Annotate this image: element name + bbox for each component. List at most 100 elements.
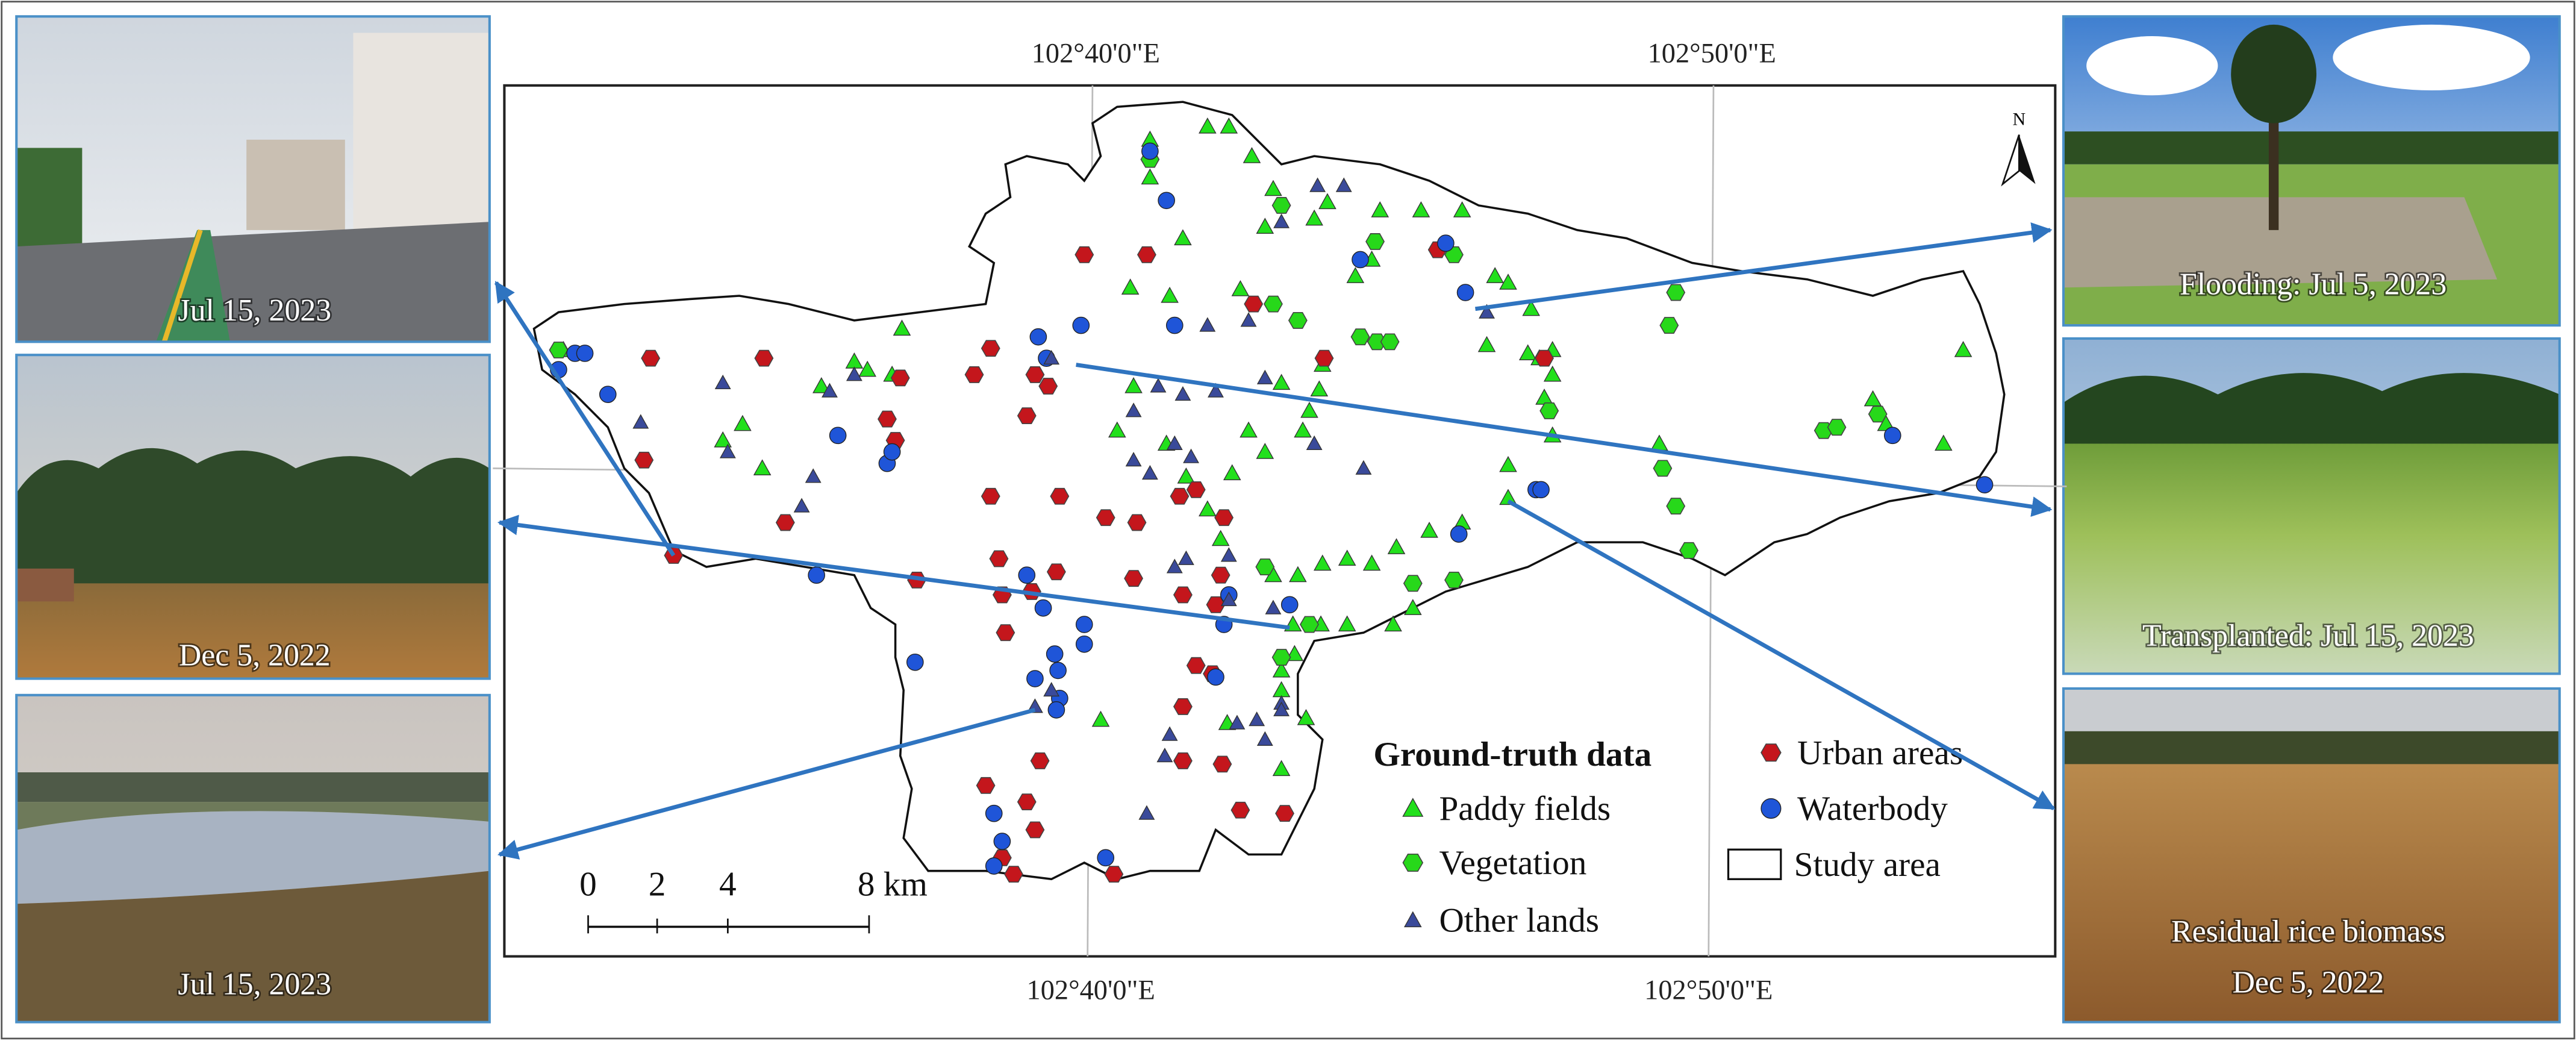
study-area-swatch: [1727, 848, 1782, 880]
hexagon-marker: [1827, 419, 1847, 436]
triangle-marker: [1318, 193, 1336, 210]
photo-caption: Dec 5, 2022: [2232, 966, 2384, 1000]
triangle-marker: [1125, 402, 1142, 417]
hexagon-marker: [1124, 570, 1144, 587]
circle-marker: [1034, 599, 1052, 617]
triangle-marker: [1384, 615, 1402, 632]
triangle-marker: [1499, 455, 1517, 472]
circle-marker: [1029, 328, 1047, 346]
triangle-marker: [893, 319, 911, 336]
circle-marker: [1883, 427, 1901, 445]
hexagon-marker: [1314, 349, 1334, 367]
photo-caption: Jul 15, 2023: [178, 967, 331, 1001]
circle-marker: [1072, 316, 1090, 334]
triangle-marker: [1161, 726, 1178, 741]
hexagon-marker: [549, 342, 569, 358]
circle-marker: [599, 386, 617, 403]
triangle-marker: [1174, 229, 1192, 246]
triangle-marker: [858, 360, 877, 377]
hexagon-marker: [1211, 566, 1230, 584]
triangle-marker: [1231, 280, 1250, 296]
hexagon-marker: [1535, 349, 1554, 367]
triangle-marker: [1121, 278, 1140, 295]
hexagon-marker: [1365, 233, 1385, 250]
triangle-marker: [1243, 147, 1261, 163]
hexagon-marker: [996, 624, 1015, 642]
triangle-marker: [714, 374, 731, 390]
triangle-marker: [1305, 209, 1323, 226]
triangle-marker: [1387, 538, 1406, 554]
hexagon-marker: [1173, 586, 1193, 604]
hexagon-marker: [877, 410, 897, 428]
circle-marker: [1437, 234, 1455, 252]
coord-label: 102°50'0"E: [1648, 39, 1776, 69]
photo-street: [15, 15, 491, 343]
hexagon-marker: [1025, 821, 1045, 839]
triangle-marker: [1256, 731, 1273, 746]
hexagon-marker: [1017, 793, 1037, 811]
triangle-marker: [1220, 591, 1237, 607]
hexagon-marker: [1255, 558, 1275, 575]
triangle-marker: [1138, 805, 1155, 820]
hexagon-marker: [1350, 328, 1370, 346]
photo-caption: Residual rice biomass: [2171, 914, 2445, 949]
photo-caption: Flooding: Jul 5, 2023: [2180, 267, 2447, 301]
circle-marker: [808, 566, 825, 584]
circle-marker: [1075, 616, 1093, 633]
arrows: [494, 222, 2056, 860]
hexagon-marker: [1271, 197, 1291, 214]
photo-caption: Dec 5, 2022: [179, 639, 331, 673]
triangle-marker: [1177, 467, 1196, 484]
circle-marker: [1207, 668, 1224, 686]
circle-marker: [576, 345, 594, 362]
hexagon-marker: [634, 451, 654, 469]
hexagon-marker: [1074, 246, 1094, 263]
triangle-marker: [1256, 217, 1274, 234]
triangle-marker: [1522, 299, 1540, 316]
hexagon-marker: [1137, 246, 1156, 263]
triangle-marker: [1272, 760, 1291, 777]
triangle-marker: [1518, 344, 1537, 361]
hexagon-marker: [976, 777, 996, 794]
hexagon-marker: [1760, 743, 1782, 762]
hexagon-marker: [1104, 866, 1124, 883]
triangle-marker: [1499, 274, 1517, 290]
circle-marker: [829, 427, 847, 445]
triangle-marker: [1404, 599, 1422, 615]
hexagon-marker: [1170, 487, 1190, 505]
triangle-marker: [1479, 304, 1495, 319]
hexagon-marker: [1017, 407, 1037, 425]
triangle-marker: [1256, 369, 1273, 384]
triangle-marker: [632, 414, 649, 429]
triangle-marker: [1240, 312, 1257, 327]
triangle-marker: [1306, 435, 1323, 450]
triangle-marker: [1402, 798, 1424, 817]
triangle-marker: [1272, 374, 1291, 390]
hexagon-marker: [1212, 755, 1232, 773]
hexagon-marker: [1653, 460, 1673, 477]
hexagon-marker: [1046, 563, 1066, 581]
pointer-arrow: [1076, 363, 2053, 517]
circle-marker: [993, 833, 1011, 850]
scale-bar: 0 2 4 8 km: [579, 866, 928, 934]
triangle-marker: [1208, 383, 1224, 398]
legend-label: Vegetation: [1439, 844, 1586, 882]
triangle-marker: [1453, 201, 1471, 217]
circle-marker: [1141, 142, 1159, 160]
circle-marker: [1046, 645, 1064, 663]
circle-marker: [1049, 661, 1067, 680]
sample-points: [549, 117, 1994, 883]
north-label: N: [2012, 109, 2026, 129]
legend-title: Ground-truth data: [1373, 736, 1651, 774]
triangle-marker: [1264, 180, 1282, 196]
triangle-marker: [1272, 661, 1291, 678]
scale-label: 2: [649, 866, 666, 904]
hexagon-marker: [964, 366, 984, 383]
triangle-marker: [1199, 317, 1216, 332]
triangle-marker: [1174, 386, 1191, 401]
triangle-marker: [1313, 554, 1332, 571]
triangle-marker: [1355, 460, 1372, 475]
triangle-marker: [1412, 201, 1430, 217]
scale-label: 8 km: [858, 866, 928, 904]
